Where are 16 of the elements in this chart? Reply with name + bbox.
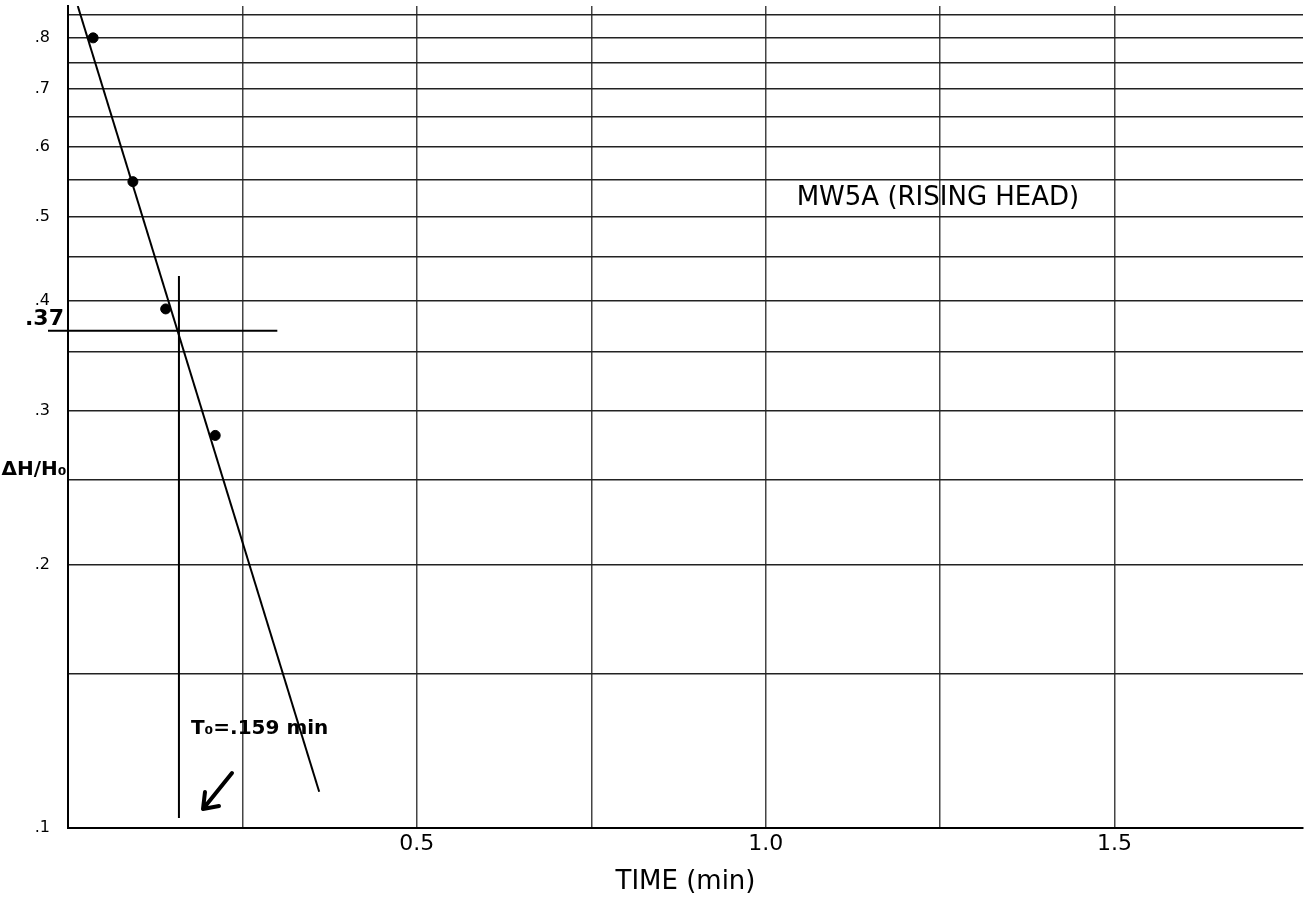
x-axis-title: TIME (min) <box>614 865 756 896</box>
y-tick-label: .8 <box>34 27 50 47</box>
y-axis-title: ΔH/H₀ <box>1 456 67 481</box>
point <box>87 32 99 44</box>
y-tick-label: .5 <box>34 205 50 225</box>
x-tick-label: 1.0 <box>748 829 784 855</box>
y-tick-label: .1 <box>34 817 50 837</box>
y-tick-label: .3 <box>34 399 50 419</box>
y-tick-label: .6 <box>34 136 50 156</box>
point <box>160 303 172 315</box>
y-tick-label: .7 <box>34 77 50 97</box>
point <box>127 176 139 188</box>
x-tick-label: 1.5 <box>1097 829 1133 855</box>
y-tick-label: .2 <box>34 553 50 573</box>
x-tick-label: 0.5 <box>399 829 435 855</box>
point <box>209 429 221 441</box>
